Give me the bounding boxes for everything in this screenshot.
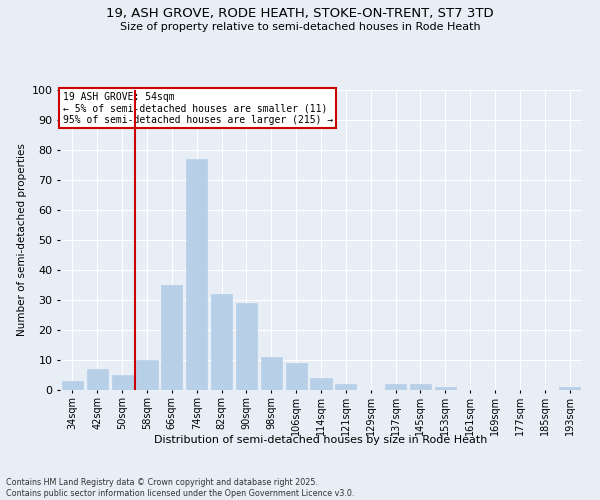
- Bar: [410, 384, 431, 390]
- Bar: [310, 378, 332, 390]
- Text: Contains HM Land Registry data © Crown copyright and database right 2025.
Contai: Contains HM Land Registry data © Crown c…: [6, 478, 355, 498]
- Text: Distribution of semi-detached houses by size in Rode Heath: Distribution of semi-detached houses by …: [154, 435, 488, 445]
- Bar: [261, 357, 282, 390]
- Bar: [559, 387, 580, 390]
- Bar: [87, 369, 108, 390]
- Text: Size of property relative to semi-detached houses in Rode Heath: Size of property relative to semi-detach…: [119, 22, 481, 32]
- Text: 19 ASH GROVE: 54sqm
← 5% of semi-detached houses are smaller (11)
95% of semi-de: 19 ASH GROVE: 54sqm ← 5% of semi-detache…: [62, 92, 333, 124]
- Bar: [385, 384, 406, 390]
- Y-axis label: Number of semi-detached properties: Number of semi-detached properties: [17, 144, 27, 336]
- Bar: [186, 159, 207, 390]
- Text: 19, ASH GROVE, RODE HEATH, STOKE-ON-TRENT, ST7 3TD: 19, ASH GROVE, RODE HEATH, STOKE-ON-TREN…: [106, 8, 494, 20]
- Bar: [136, 360, 158, 390]
- Bar: [335, 384, 356, 390]
- Bar: [236, 303, 257, 390]
- Bar: [112, 375, 133, 390]
- Bar: [211, 294, 232, 390]
- Bar: [161, 285, 182, 390]
- Bar: [286, 363, 307, 390]
- Bar: [435, 387, 456, 390]
- Bar: [62, 381, 83, 390]
